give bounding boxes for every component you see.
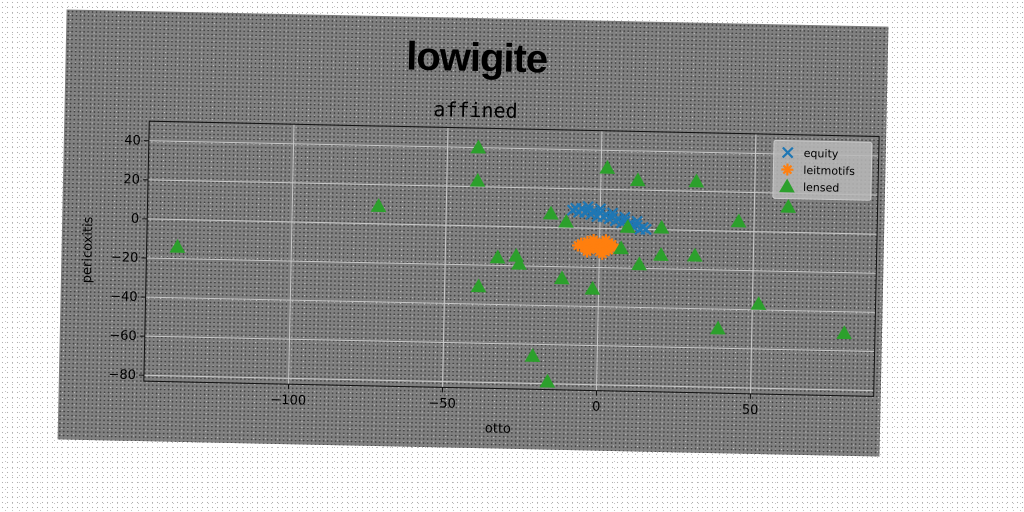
- equity-point: [566, 204, 579, 217]
- lensed-point: [613, 240, 629, 255]
- leitmotifs-point: [596, 247, 609, 260]
- x-tick-label: −50: [428, 396, 456, 412]
- x-tick-label: 0: [592, 400, 601, 415]
- lensed-point: [652, 247, 669, 262]
- equity-point: [582, 200, 594, 213]
- y-grid-line: [148, 179, 878, 196]
- chart-figure: lowigite affined −100 −50 0 50 40 20 0 −20 −40 −6…: [57, 9, 889, 457]
- equity-point: [631, 215, 643, 228]
- lensed-point: [688, 173, 705, 188]
- lensed-point: [686, 247, 703, 262]
- x-axis-label: otto: [485, 421, 511, 437]
- y-axis-label: pericoxitis: [80, 216, 96, 283]
- lensed-point: [553, 270, 570, 285]
- leitmotifs-point: [602, 244, 615, 257]
- lensed-point: [469, 172, 486, 187]
- y-grid-line: [145, 296, 876, 313]
- y-grid-line: [143, 374, 874, 392]
- y-grid-line: [144, 335, 875, 352]
- lensed-point: [470, 278, 487, 293]
- y-tick-label: 40: [124, 133, 141, 148]
- x-grid-line: [288, 124, 295, 385]
- lensed-point: [629, 172, 646, 187]
- lensed-point: [599, 159, 616, 174]
- equity-point: [594, 202, 607, 215]
- x-grid-line: [749, 133, 757, 394]
- lensed-point: [511, 255, 527, 270]
- legend-label-equity: equity: [804, 147, 839, 161]
- x-grid-line: [442, 127, 449, 388]
- leitmotifs-point: [581, 235, 594, 248]
- leitmotifs-point: [608, 242, 621, 255]
- legend-marker-leitmotifs: [781, 163, 794, 176]
- lensed-point: [631, 256, 647, 271]
- leitmotifs-point: [599, 234, 612, 247]
- lensed-point: [709, 320, 726, 335]
- lensed-point: [539, 373, 556, 388]
- y-grid-line: [148, 140, 879, 157]
- equity-point: [640, 223, 652, 236]
- x-tick-label: 50: [742, 403, 759, 418]
- lensed-point: [836, 325, 852, 340]
- lensed-point: [750, 296, 767, 310]
- lensed-point: [653, 219, 670, 234]
- legend-marker-lensed: [779, 178, 795, 193]
- lensed-point: [558, 213, 574, 228]
- lensed-point: [542, 205, 559, 220]
- x-tick-label: −100: [270, 393, 306, 409]
- lensed-point: [584, 280, 601, 295]
- y-grid-line: [146, 257, 877, 274]
- legend-box: [772, 139, 873, 201]
- leitmotifs-point: [581, 245, 594, 258]
- plot-frame: [143, 120, 880, 397]
- lensed-point: [524, 348, 541, 362]
- y-tick-label: −80: [108, 368, 136, 384]
- y-tick-label: 20: [123, 172, 140, 187]
- lensed-point: [370, 198, 387, 213]
- lensed-point: [619, 219, 636, 233]
- equity-point: [606, 207, 619, 219]
- y-tick-label: −20: [111, 250, 139, 266]
- lensed-point: [169, 238, 186, 253]
- legend-label-lensed: lensed: [803, 181, 840, 195]
- y-tick-label: 0: [131, 212, 140, 227]
- lensed-point: [730, 213, 747, 228]
- legend-label-leitmotifs: leitmotifs: [803, 164, 855, 178]
- legend-marker-equity: [781, 146, 794, 159]
- scatter-plot: −100 −50 0 50 40 20 0 −20 −40 −60 −80 otto pericoxit…: [80, 120, 880, 437]
- lensed-point: [470, 139, 487, 154]
- lensed-point: [489, 249, 506, 264]
- leitmotifs-point: [571, 239, 585, 252]
- leitmotifs-point: [587, 233, 600, 247]
- x-grid-line: [596, 130, 603, 391]
- y-tick-label: −40: [110, 289, 138, 305]
- y-grid-line: [147, 218, 878, 235]
- y-tick-label: −60: [109, 328, 137, 344]
- lensed-point: [780, 198, 797, 213]
